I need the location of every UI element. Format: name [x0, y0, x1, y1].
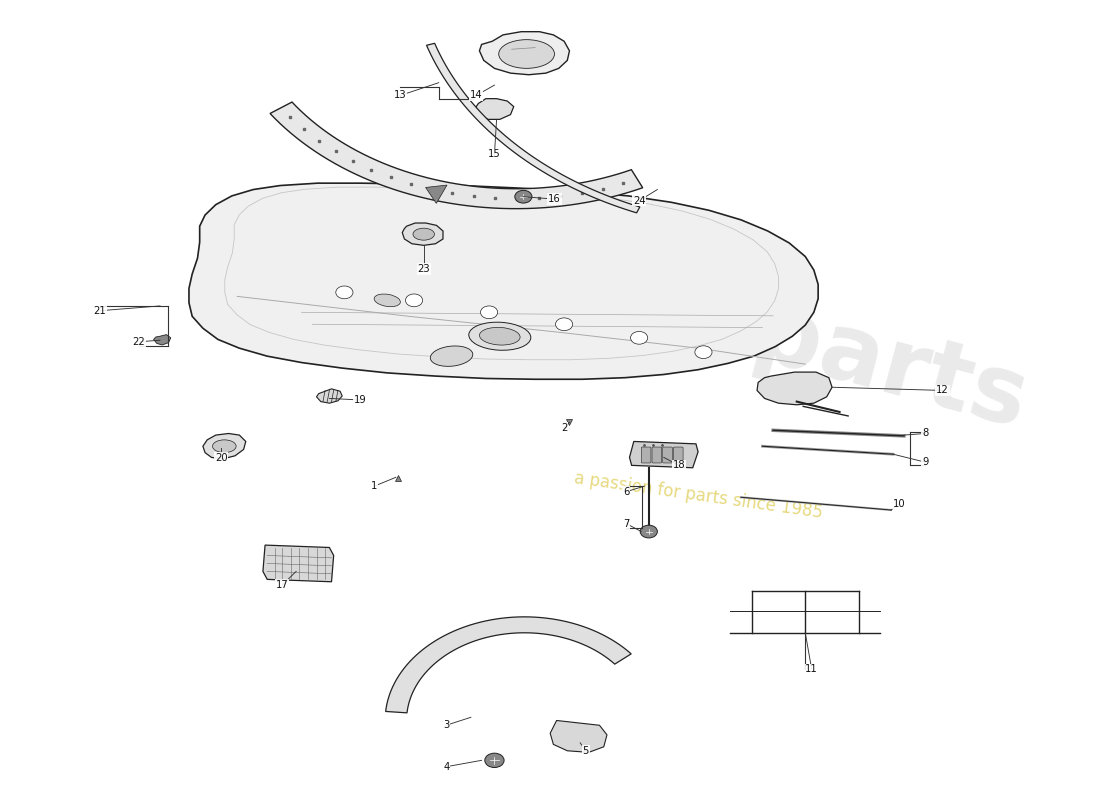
- Text: 3: 3: [443, 720, 449, 730]
- Text: 16: 16: [548, 194, 561, 204]
- Text: 22: 22: [132, 337, 145, 347]
- Polygon shape: [263, 545, 333, 582]
- Polygon shape: [629, 442, 698, 468]
- Circle shape: [630, 331, 648, 344]
- FancyBboxPatch shape: [673, 447, 683, 463]
- Text: 19: 19: [354, 395, 366, 405]
- Circle shape: [485, 753, 504, 767]
- Text: 5: 5: [582, 746, 588, 756]
- Text: 20: 20: [214, 453, 228, 463]
- Circle shape: [406, 294, 422, 306]
- Text: 2: 2: [561, 423, 568, 433]
- Text: 10: 10: [893, 498, 906, 509]
- Polygon shape: [403, 223, 443, 246]
- Ellipse shape: [480, 327, 520, 345]
- Polygon shape: [757, 372, 832, 405]
- Text: 13: 13: [394, 90, 406, 101]
- Ellipse shape: [498, 40, 554, 68]
- Circle shape: [695, 346, 712, 358]
- FancyBboxPatch shape: [652, 447, 661, 463]
- Polygon shape: [550, 721, 607, 752]
- Circle shape: [556, 318, 573, 330]
- Polygon shape: [386, 617, 631, 713]
- Polygon shape: [202, 434, 245, 459]
- Text: 4: 4: [443, 762, 449, 772]
- Ellipse shape: [374, 294, 400, 306]
- Text: 24: 24: [632, 196, 646, 206]
- Ellipse shape: [469, 322, 531, 350]
- Text: 9: 9: [922, 457, 928, 467]
- Text: 21: 21: [94, 306, 107, 316]
- Circle shape: [336, 286, 353, 298]
- Text: 6: 6: [623, 486, 629, 497]
- Polygon shape: [270, 102, 642, 209]
- Text: 11: 11: [805, 665, 818, 674]
- Ellipse shape: [212, 440, 236, 453]
- Text: 12: 12: [936, 386, 949, 395]
- FancyBboxPatch shape: [641, 447, 651, 463]
- Ellipse shape: [430, 346, 473, 366]
- Polygon shape: [426, 185, 447, 203]
- Text: 14: 14: [470, 90, 483, 101]
- Circle shape: [481, 306, 497, 318]
- Text: 8: 8: [922, 429, 928, 438]
- Polygon shape: [189, 183, 818, 379]
- Ellipse shape: [412, 228, 434, 240]
- Circle shape: [640, 525, 658, 538]
- FancyBboxPatch shape: [662, 447, 672, 463]
- Text: 7: 7: [623, 518, 629, 529]
- Polygon shape: [427, 43, 640, 213]
- Polygon shape: [480, 32, 570, 74]
- Text: 17: 17: [276, 580, 288, 590]
- Polygon shape: [154, 334, 170, 345]
- Text: a passion for parts since 1985: a passion for parts since 1985: [573, 470, 824, 522]
- Polygon shape: [317, 389, 342, 403]
- Text: 23: 23: [417, 264, 430, 274]
- Circle shape: [515, 190, 532, 203]
- Text: 1: 1: [371, 481, 377, 491]
- Text: 15: 15: [488, 150, 501, 159]
- Text: 18: 18: [672, 460, 685, 470]
- Text: europarts: europarts: [509, 224, 1037, 448]
- Polygon shape: [475, 98, 514, 119]
